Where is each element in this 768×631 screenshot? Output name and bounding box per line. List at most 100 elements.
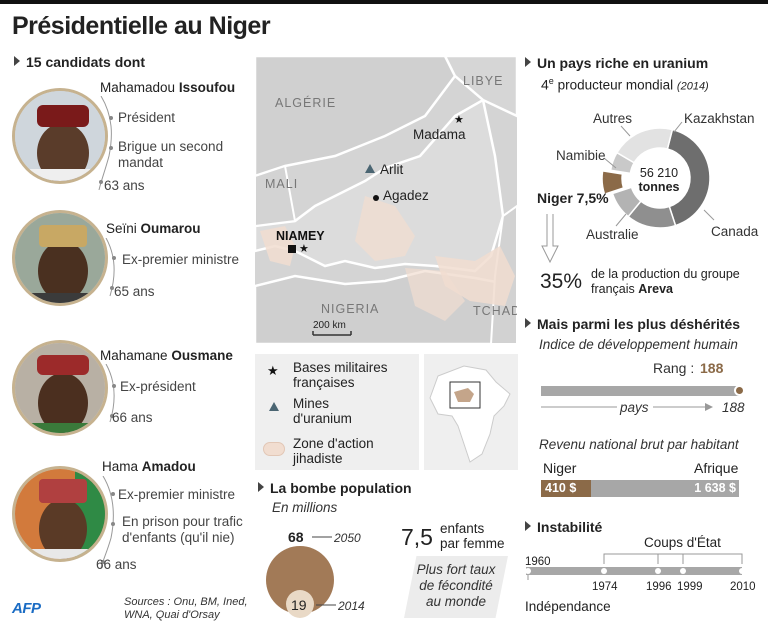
fertility-note-box (404, 556, 508, 618)
timeline (525, 553, 745, 580)
candidate-connector (105, 364, 116, 423)
legend-bases: Bases militaires (293, 360, 388, 375)
madama-star-icon: ★ (454, 114, 464, 126)
fertility-note: Plus fort taux (416, 562, 496, 577)
legend-mines: d'uranium (293, 411, 352, 426)
bubble-2050 (266, 546, 334, 614)
legend-zone: Zone d'action (293, 436, 374, 451)
afp-logo: AFP (12, 600, 41, 617)
candidate-role: Brigue un second (118, 139, 224, 154)
candidate-name: Seïni Oumarou (106, 221, 201, 236)
candidate-connector (105, 238, 116, 297)
candidate-portrait-issoufou (12, 88, 108, 184)
donut-slice-niger (601, 170, 625, 196)
map-city-madama: Madama (413, 127, 466, 142)
bullet-arrow-icon (525, 521, 531, 531)
donut-leaders (603, 121, 715, 227)
africa-inset (424, 354, 518, 470)
niger-map: ALGÉRIE LIBYE MALI NIGERIA TCHAD ★ Madam… (255, 56, 517, 344)
candidate-age: 65 ans (114, 284, 155, 299)
fertility-note: de fécondité (419, 578, 493, 593)
map-scale-label: 200 km (313, 320, 346, 331)
candidate-role: d'enfants (qu'il nie) (122, 530, 235, 545)
bullet-arrow-icon (525, 318, 531, 328)
candidate-connector (98, 96, 113, 190)
candidate-role: Ex-président (120, 379, 196, 394)
areva-pct: 35% (540, 270, 583, 293)
map-label-nigeria: NIGERIA (321, 302, 380, 316)
map-svg (255, 56, 517, 344)
top-rule (0, 0, 768, 4)
bullet-arrow-icon (14, 56, 20, 66)
rnb-afrique-value: 1 638 $ (694, 481, 736, 495)
donut-slice-australie (611, 186, 642, 218)
fertility-note: au monde (425, 594, 487, 609)
candidate-portrait-ousmane (12, 340, 108, 436)
poverty-header: Mais parmi les plus déshérités (525, 316, 740, 332)
jihadist-zone-swatch-icon (263, 442, 285, 456)
legend-mines: Mines (293, 396, 330, 411)
rnb-niger-value: 410 $ (545, 481, 577, 495)
idh-bar (541, 386, 739, 396)
timeline-year: 2010 (730, 581, 756, 593)
coups-label: Coups d'État (644, 535, 721, 550)
map-label-tchad: TCHAD (473, 304, 517, 318)
down-arrow-icon (541, 214, 559, 264)
bullet-arrow-icon (258, 482, 264, 492)
candidates-header: 15 candidats dont (14, 54, 145, 70)
idh-pays-total: 188 (722, 400, 745, 415)
population-subheader: En millions (272, 500, 338, 515)
niamey-base-star-icon: ★ (299, 243, 309, 255)
candidate-role: Ex-premier ministre (122, 252, 240, 267)
donut-label-autres: Autres (593, 111, 633, 126)
niamey-capital-icon (288, 245, 296, 253)
candidate-role: mandat (118, 155, 164, 170)
donut-slice-kazakhstan (666, 128, 711, 227)
timeline-year: 1996 (646, 581, 672, 593)
timeline-year: 1974 (592, 581, 618, 593)
legend-bases: françaises (293, 375, 355, 390)
arlit-mine-icon (365, 164, 375, 173)
donut-label-canada: Canada (711, 224, 759, 239)
population-bubbles (266, 536, 336, 618)
map-label-libye: LIBYE (463, 74, 504, 88)
candidate-age: 66 ans (96, 557, 137, 572)
fertility-value: 7,5 (401, 524, 433, 550)
map-label-mali: MALI (265, 177, 299, 191)
donut-label-niger: Niger 7,5% (537, 190, 609, 206)
idh-rank-marker-icon (734, 385, 745, 396)
sources-line: WNA, Quai d'Orsay (124, 609, 220, 621)
page-title: Présidentielle au Niger (12, 12, 271, 40)
candidate-portrait-amadou (12, 466, 108, 562)
donut-slice-autres (615, 127, 674, 164)
idh-scale-arrow (541, 403, 713, 411)
candidate-role: En prison pour trafic (122, 514, 243, 529)
candidate-age: 63 ans (104, 178, 145, 193)
donut-total-value: 56 210 (639, 166, 679, 180)
uranium-rank: 4e producteur mondial (2014) (541, 76, 709, 93)
map-legend: ★ Bases militaires françaises Mines d'ur… (255, 354, 419, 470)
fertility-unit: enfants (440, 521, 485, 536)
timeline-year: 1960 (525, 556, 551, 568)
sources-line: Sources : Onu, BM, Ined, (124, 596, 248, 608)
idh-rank-value: 188 (700, 360, 724, 376)
candidate-name: Mahamane Ousmane (100, 348, 233, 363)
population-2014-year: 2014 (338, 599, 365, 613)
rnb-afrique-label: Afrique (694, 460, 739, 476)
candidate-name: Hama Amadou (102, 459, 196, 474)
population-header: La bombe population (258, 480, 412, 496)
idh-pays-label: pays (620, 400, 649, 415)
areva-text-2: français Areva (591, 282, 674, 296)
donut-total-unit: tonnes (638, 180, 680, 194)
uranium-header: Un pays riche en uranium (525, 55, 708, 71)
population-2050-value: 68 (288, 529, 304, 545)
rnb-niger-label: Niger (543, 460, 577, 476)
base-star-icon: ★ (267, 363, 279, 378)
map-city-agadez: Agadez (383, 188, 429, 203)
mine-triangle-icon (269, 402, 279, 411)
independence-label: Indépendance (525, 599, 611, 614)
agadez-dot-icon (373, 195, 379, 201)
candidate-portrait-oumarou (12, 210, 108, 306)
population-2014-value: 19 (291, 597, 307, 613)
timeline-year: 1999 (677, 581, 703, 593)
